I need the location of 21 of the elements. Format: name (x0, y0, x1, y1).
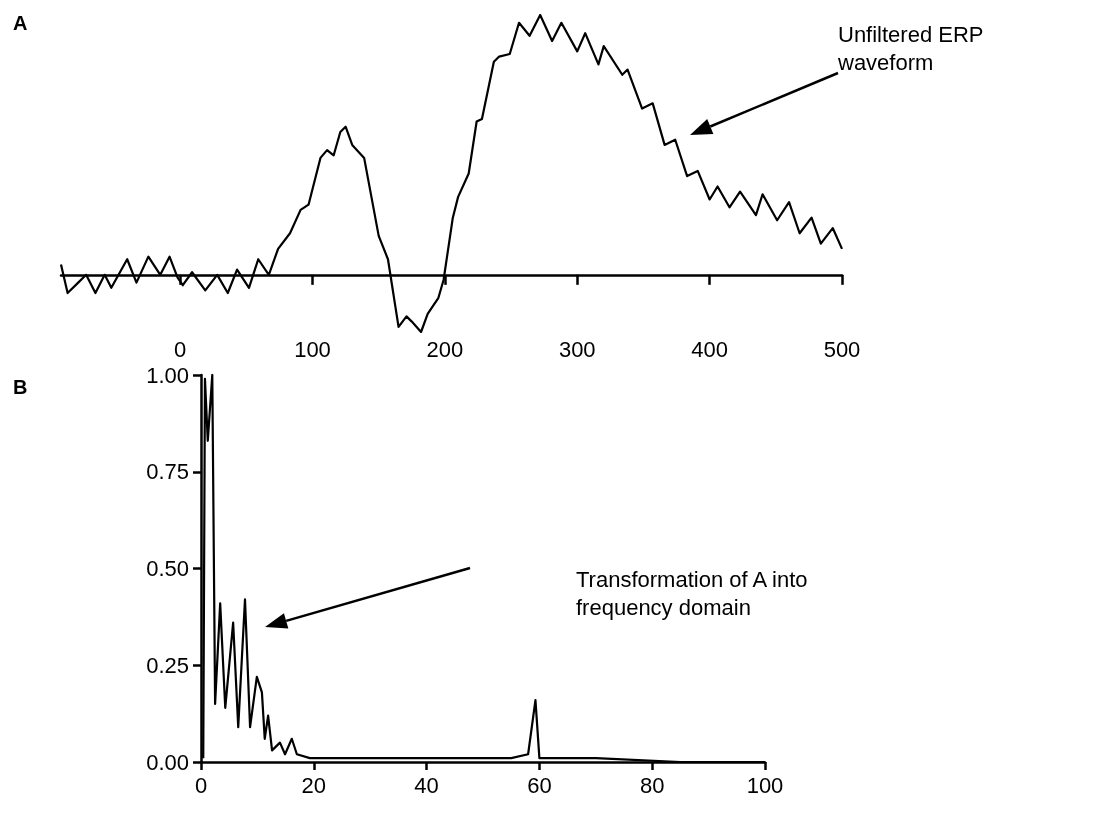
annotation: Unfiltered ERP waveform (837, 21, 990, 75)
x-tick-label: 200 (426, 336, 464, 362)
x-tick-label: 0 (174, 336, 187, 362)
x-tick-label: 60 (527, 772, 552, 798)
chart-title: A (13, 12, 28, 34)
x-tick-label: 100 (294, 336, 331, 362)
y-tick-label: 0.00 (146, 749, 189, 775)
y-tick-label: 1.00 (146, 362, 189, 388)
x-tick-label: 40 (414, 772, 439, 798)
y-tick-label: 0.25 (146, 652, 189, 678)
annotation: Transformation of A into frequency domain (576, 566, 814, 620)
x-tick-label: 20 (301, 772, 327, 798)
x-tick-label: 500 (823, 336, 861, 362)
x-tick-label: 400 (691, 336, 728, 362)
x-tick-label: 300 (558, 336, 596, 362)
x-tick-label: 80 (639, 772, 665, 798)
text: B (13, 376, 28, 398)
x-tick-label: 0 (194, 772, 208, 798)
y-tick-label: 0.75 (146, 459, 189, 485)
y-tick-label: 0.50 (146, 556, 189, 581)
x-tick-label: 100 (746, 772, 784, 798)
